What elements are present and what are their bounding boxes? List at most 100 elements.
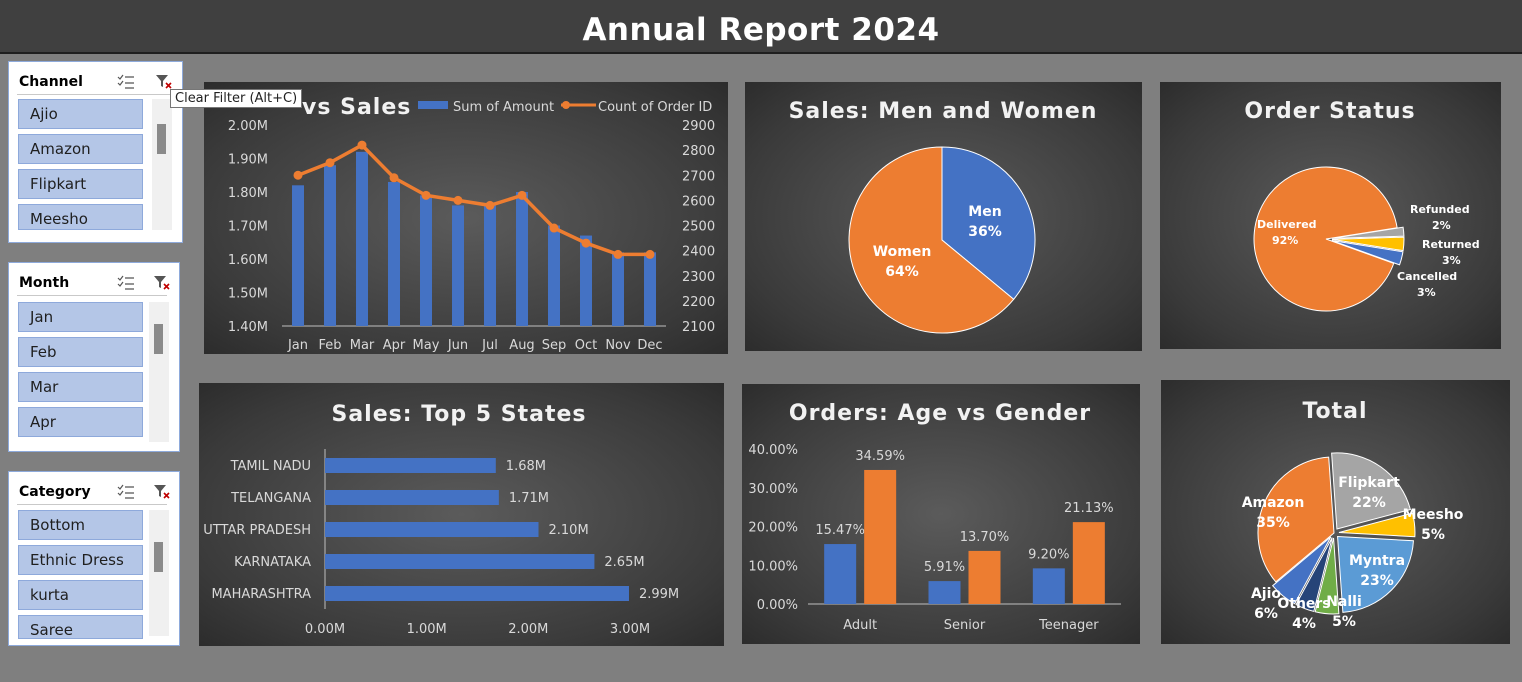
sales-bar [420,195,432,326]
sales-bar [484,205,496,326]
page-title: Annual Report 2024 [582,12,940,48]
clear-filter-icon[interactable] [153,275,171,291]
pie-slice-myntra [1337,535,1414,613]
y-left-tick: 1.40M [228,320,268,335]
slicer-item[interactable]: Jan [18,302,143,332]
y-right-tick: 2100 [682,320,715,335]
pie-label-value: 92% [1272,234,1298,247]
slicer-item[interactable]: Flipkart [18,169,143,199]
x-tick-label: 1.00M [407,622,447,637]
chart-title: Orders: Age vs Gender [789,401,1091,426]
state-bar [325,586,629,601]
multi-select-icon[interactable] [117,74,135,90]
title-bar: Annual Report 2024 [0,0,1522,54]
slicer-scrollbar[interactable] [152,99,172,230]
x-tick-label: May [413,338,440,353]
slicer-item[interactable]: Meesho [18,204,143,230]
age-gender-bar [928,581,961,604]
chart-title: Sales: Top 5 States [331,402,586,427]
age-gender-chart: Orders: Age vs Gender 0.00% 10.00% 20.00% 30… [748,401,1121,633]
order-status-panel: Order Status Delivered 92% Refunded 2% Return… [1160,82,1501,349]
x-tick-label: Sep [542,338,567,353]
x-tick-label: Jul [481,338,498,353]
x-tick-label: Teenager [1038,618,1099,633]
slicer-item[interactable]: Apr [18,407,143,437]
y-right-tick: 2900 [682,119,715,134]
y-tick-label: MAHARASHTRA [211,587,311,602]
sales-gender-panel: Sales: Men and Women Men 36% Women 64% [745,82,1142,351]
pie-label-name: Women [873,244,932,260]
scrollbar-thumb[interactable] [154,542,163,572]
slicer-item[interactable]: Amazon [18,134,143,164]
pie-slice-cancelled [1331,239,1404,266]
sales-bar [580,235,592,326]
clear-filter-tooltip: Clear Filter (Alt+C) [170,89,303,108]
x-tick-label: Aug [509,338,534,353]
pie-label-value: 2% [1432,219,1451,232]
bar-data-label: 15.47% [815,523,865,538]
slicer-item[interactable]: Ethnic Dress [18,545,143,575]
pie-label-name: Others [1277,596,1330,612]
x-tick-label: Apr [383,338,406,353]
slicer-scrollbar[interactable] [149,510,169,636]
y-left-tick: 1.80M [228,186,268,201]
slicer-item[interactable]: Saree [18,615,143,639]
pie-slice-nalli [1314,537,1340,615]
bar-data-label: 1.68M [506,459,546,474]
pie-label-name: Amazon [1242,495,1305,511]
slicer-channel[interactable]: Channel Ajio Amazon Flipkart Meesho [8,61,183,243]
pie-label-value: 3% [1442,254,1461,267]
pie-label-name: Delivered [1257,218,1317,231]
sales-bar [516,192,528,326]
slicer-month[interactable]: Month Jan Feb Mar Apr [8,262,180,452]
pie-label-value: 3% [1417,286,1436,299]
chart-title: Sales: Men and Women [789,99,1098,124]
y-tick-label: UTTAR PRADESH [203,523,311,538]
scrollbar-thumb[interactable] [157,124,166,154]
multi-select-icon[interactable] [117,275,135,291]
orders-point [453,195,463,205]
clear-filter-icon[interactable] [153,484,171,500]
x-tick-label: 2.00M [508,622,548,637]
legend-label-amount: Sum of Amount [453,100,554,115]
x-tick-label: Dec [637,338,662,353]
sales-bar [452,205,464,326]
y-tick-label: TAMIL NADU [230,459,311,474]
slicer-item[interactable]: Feb [18,337,143,367]
slicer-item[interactable]: Bottom [18,510,143,540]
pie-slice-others [1295,537,1333,613]
slicer-item[interactable]: kurta [18,580,143,610]
slicer-item[interactable]: Ajio [18,99,143,129]
x-tick-label: Feb [318,338,341,353]
y-right-tick: 2700 [682,169,715,184]
pie-label-value: 5% [1332,614,1356,630]
pie-label-name: Myntra [1349,553,1405,569]
bar-data-label: 9.20% [1028,547,1069,562]
pie-label-name: Flipkart [1338,475,1400,491]
clear-filter-icon[interactable] [155,74,173,90]
orders-vs-sales-chart: vs Sales Sum of Amount Count of Order ID 1.… [228,95,715,353]
pie-label-value: 6% [1254,606,1278,622]
y-tick-label: 20.00% [748,521,798,536]
y-left-tick: 1.60M [228,253,268,268]
slicer-scrollbar[interactable] [149,302,169,442]
bar-data-label: 5.91% [924,560,965,575]
x-tick-label: Jun [447,338,468,353]
bar-data-label: 2.65M [604,555,644,570]
pie-slice-women [848,146,1015,334]
slicer-category[interactable]: Category Bottom Ethnic Dress kurta Saree [8,471,180,646]
slicer-header: Channel [17,70,173,95]
slicer-title: Channel [19,74,83,90]
pie-label-name: Cancelled [1397,270,1457,283]
pie-label-value: 36% [968,224,1002,240]
slicer-item[interactable]: Mar [18,372,143,402]
sales-bar [356,151,368,326]
multi-select-icon[interactable] [117,484,135,500]
y-tick-label: 40.00% [748,443,798,458]
bar-data-label: 34.59% [855,449,905,464]
x-tick-label: 3.00M [610,622,650,637]
scrollbar-thumb[interactable] [154,324,163,354]
x-tick-label: Oct [575,338,597,353]
sales-bar [548,225,560,326]
x-tick-label: Nov [605,338,631,353]
